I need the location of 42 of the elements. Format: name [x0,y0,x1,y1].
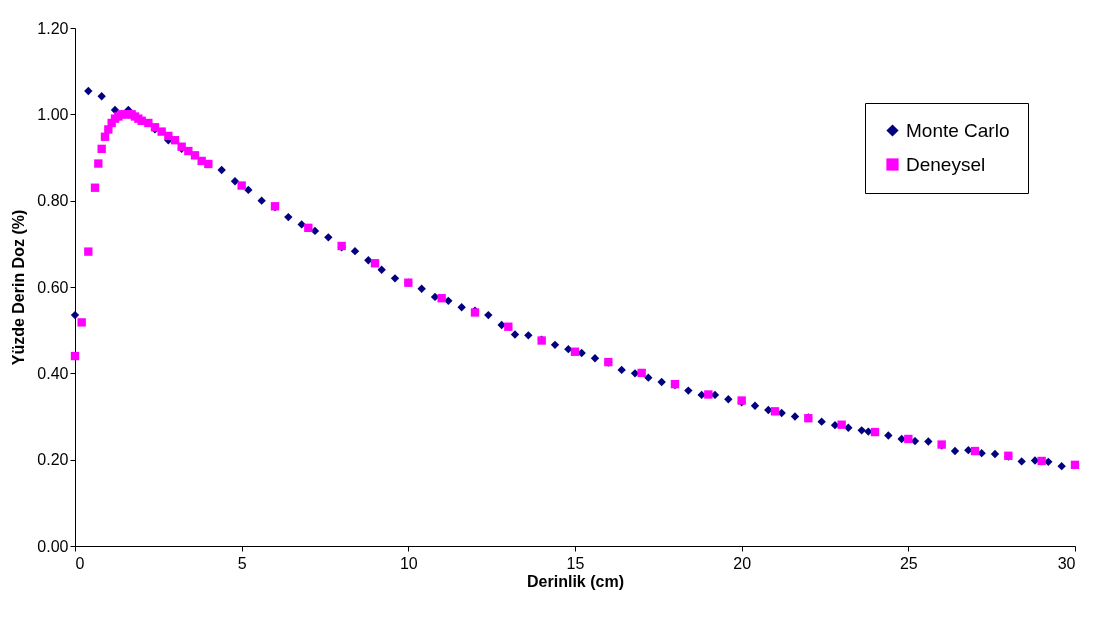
legend-label: Deneysel [906,153,986,175]
point [904,434,913,444]
y-tick-label: 1.20 [37,19,69,37]
x-tick-label: 30 [1057,554,1076,572]
x-axis-title: Derinlik (cm) [527,572,624,590]
x-tick-label: 10 [399,554,418,572]
point [1070,460,1080,470]
point [157,127,166,136]
point [704,390,713,399]
point [837,420,846,429]
point [504,322,513,331]
y-tick-label: 0.20 [37,451,69,469]
point [970,446,980,456]
point [84,247,93,256]
legend-label: Monte Carlo [906,119,1010,141]
y-tick-label: 0.80 [37,192,69,210]
point [1037,456,1046,466]
point [237,181,246,190]
x-tick-label: 0 [75,554,85,572]
x-tick-label: 5 [237,554,247,572]
point [570,347,580,356]
y-axis-title: Yüzde Derin Doz (%) [10,209,28,366]
point [437,294,446,303]
y-tick-label: 0.60 [37,278,69,296]
point [370,259,380,268]
y-tick-label: 1.00 [37,105,69,123]
point [144,118,153,128]
point [94,159,103,168]
y-tick-label: 0.00 [37,537,69,555]
x-tick-label: 20 [733,554,752,572]
point [90,183,100,192]
point [304,223,313,233]
point [77,318,86,327]
x-tick-label: 25 [899,554,918,572]
point [770,407,780,416]
point [164,131,173,141]
point [97,144,106,154]
point [870,427,880,437]
point [637,368,646,378]
point [70,351,80,361]
x-tick-label: 15 [566,554,585,572]
y-tick-label: 0.40 [37,364,69,382]
